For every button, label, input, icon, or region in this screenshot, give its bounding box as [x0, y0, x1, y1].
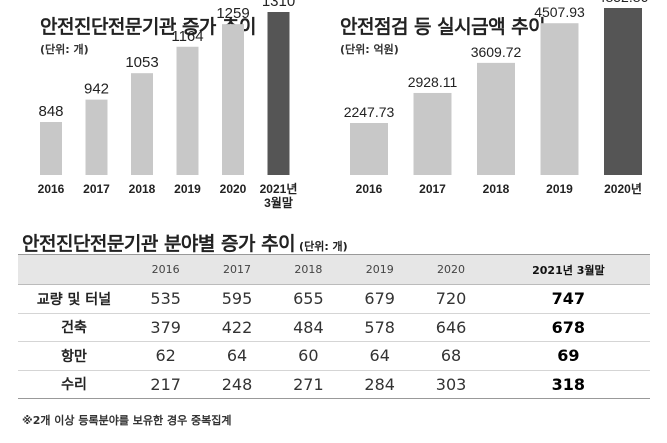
- table-cell: 484: [272, 313, 345, 342]
- table-cell: 68: [415, 341, 487, 371]
- header-cell: 2017: [201, 254, 273, 285]
- data-label: 2247.73: [344, 104, 395, 120]
- bar: [267, 12, 290, 175]
- chart2-unit: (단위: 억원): [340, 43, 399, 56]
- table-body: 교량 및 터널 535 595 655 679 720 747 건축 379 422 484 578 6…: [18, 284, 650, 399]
- table-cell: 217: [130, 370, 202, 399]
- tick-label: 2020년: [604, 182, 642, 196]
- table-cell: 62: [130, 341, 202, 371]
- bar: [540, 23, 579, 176]
- table-cell: 720: [415, 284, 487, 314]
- table-container: 2016 2017 2018 2019 2020 2021년 3월말 교량 및 터널 535…: [18, 254, 650, 399]
- table-row: 수리 217 248 271 284 303 318: [18, 370, 650, 399]
- header-cell: 2019: [344, 254, 416, 285]
- table-cell: 535: [130, 284, 202, 314]
- table-cell: 271: [272, 370, 345, 399]
- row-label: 건축: [18, 313, 130, 342]
- bar: [176, 46, 199, 176]
- data-label: 1259: [216, 5, 249, 22]
- data-label: 942: [84, 81, 109, 98]
- table-cell: 284: [344, 370, 416, 399]
- bar: [40, 122, 62, 175]
- row-label: 수리: [18, 370, 130, 399]
- table-cell: 303: [415, 370, 487, 399]
- tick-label: 2016: [356, 182, 383, 196]
- bar: [413, 92, 452, 175]
- bar: [131, 73, 153, 175]
- table-header-row: 2016 2017 2018 2019 2020 2021년 3월말: [18, 254, 650, 285]
- bar: [477, 62, 515, 175]
- field-table: 2016 2017 2018 2019 2020 2021년 3월말 교량 및 터널 535…: [18, 254, 650, 399]
- table-title: 안전진단전문기관 분야별 증가 추이 (단위: 개): [22, 229, 348, 256]
- table-cell: 422: [201, 313, 273, 342]
- table-title-text: 안전진단전문기관 분야별 증가 추이: [22, 233, 296, 255]
- row-label: 항만: [18, 341, 130, 371]
- tick-label: 2016: [38, 182, 65, 196]
- table-cell: 379: [130, 313, 202, 342]
- tick-label: 2019: [546, 182, 573, 196]
- header-cell: 2021년 3월말: [486, 254, 650, 285]
- table-cell: 64: [344, 341, 416, 371]
- bar: [222, 24, 244, 176]
- footnote: ※2개 이상 등록분야를 보유한 경우 중복집계: [22, 414, 232, 427]
- bar: [350, 123, 388, 175]
- table-row: 항만 62 64 60 64 68 69: [18, 341, 650, 371]
- table-cell: 595: [201, 284, 273, 314]
- data-label: 4852.86: [598, 0, 649, 5]
- chart1-unit: (단위: 개): [40, 43, 89, 56]
- header-cell-empty: [18, 254, 130, 285]
- tick-label: 2018: [483, 182, 510, 196]
- header-cell: 2018: [272, 254, 345, 285]
- table-cell: 679: [344, 284, 416, 314]
- tick-label: 2017: [419, 182, 446, 196]
- data-label: 4507.93: [534, 4, 585, 20]
- table-cell: 578: [344, 313, 416, 342]
- table-cell: 318: [486, 370, 650, 399]
- tick-label: 2020: [220, 182, 247, 196]
- table-cell: 655: [272, 284, 345, 314]
- table-unit: (단위: 개): [299, 240, 348, 253]
- header-cell: 2020: [415, 254, 487, 285]
- chart1-title: 안전진단전문기관 증가 추이: [40, 16, 257, 38]
- table-cell: 69: [486, 341, 650, 371]
- data-label: 3609.72: [471, 44, 522, 60]
- data-label: 1164: [171, 28, 203, 45]
- data-label: 1053: [125, 54, 158, 71]
- header-cell: 2016: [130, 254, 202, 285]
- chart2-title: 안전점검 등 실시금액 추이: [340, 16, 546, 38]
- data-label: 2928.11: [408, 74, 458, 90]
- data-label: 1310: [262, 0, 295, 10]
- table-cell: 60: [272, 341, 345, 371]
- tick-label: 2017: [83, 182, 110, 196]
- table-cell: 646: [415, 313, 487, 342]
- tick-label: 2019: [174, 182, 201, 196]
- bar: [604, 8, 642, 175]
- tick-label: 2021년 3월말: [260, 182, 298, 210]
- bar: [85, 99, 108, 175]
- table-cell: 64: [201, 341, 273, 371]
- data-label: 848: [38, 103, 63, 120]
- table-cell: 248: [201, 370, 273, 399]
- table-cell: 678: [486, 313, 650, 342]
- row-label: 교량 및 터널: [18, 284, 130, 314]
- tick-label: 2018: [129, 182, 156, 196]
- table-cell: 747: [486, 284, 650, 314]
- table-row: 교량 및 터널 535 595 655 679 720 747: [18, 284, 650, 314]
- table-row: 건축 379 422 484 578 646 678: [18, 313, 650, 342]
